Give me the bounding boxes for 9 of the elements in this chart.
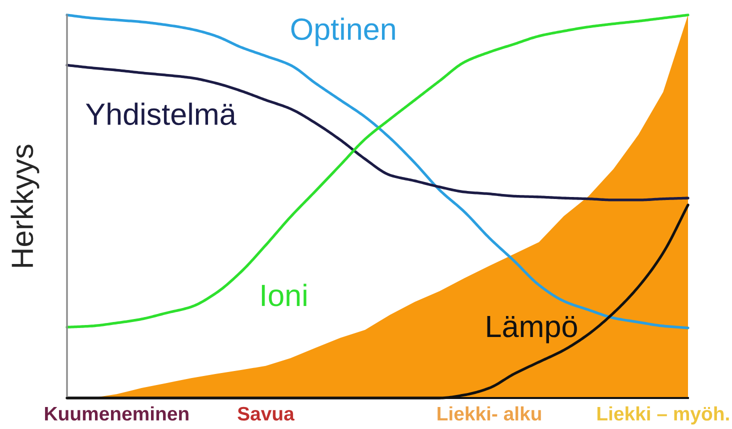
x-tick-label: Liekki – myöh. — [597, 406, 729, 424]
series-label: Optinen — [291, 18, 395, 46]
series-label: Yhdistelmä — [86, 102, 236, 126]
y-axis-title: Herkkyys — [10, 144, 40, 267]
x-tick-label: Savua — [238, 406, 294, 421]
x-tick-label: Kuumeneminen — [45, 406, 188, 421]
series-label: Ioni — [262, 284, 306, 306]
series-label: Lämpö — [487, 316, 577, 344]
x-tick-label: Liekki- alku — [438, 406, 541, 421]
